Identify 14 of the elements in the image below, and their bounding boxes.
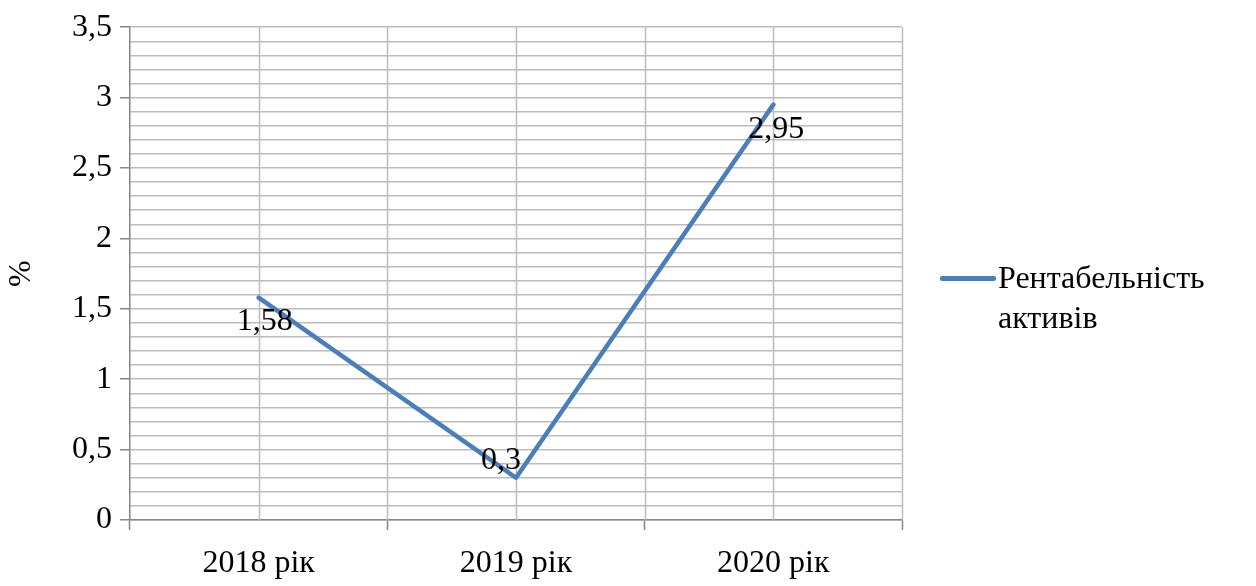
y-tick-label: 3,5 [72,6,112,43]
y-tick-label: 1,5 [72,288,112,325]
y-tick-label: 1 [96,358,112,395]
y-tick-label: 2 [96,217,112,254]
x-tick-label: 2019 рік [459,542,573,579]
y-tick-label: 0,5 [72,429,112,466]
x-tick-label: 2020 рік [717,542,831,579]
data-label: 1,58 [236,300,293,337]
x-tick-label: 2018 рік [202,542,316,579]
y-axis-title: % [0,260,37,287]
legend-label: Рентабельність активів [998,258,1206,337]
y-tick-label: 0 [96,499,112,536]
y-tick-label: 2,5 [72,147,112,184]
y-tick-label: 3 [96,77,112,114]
